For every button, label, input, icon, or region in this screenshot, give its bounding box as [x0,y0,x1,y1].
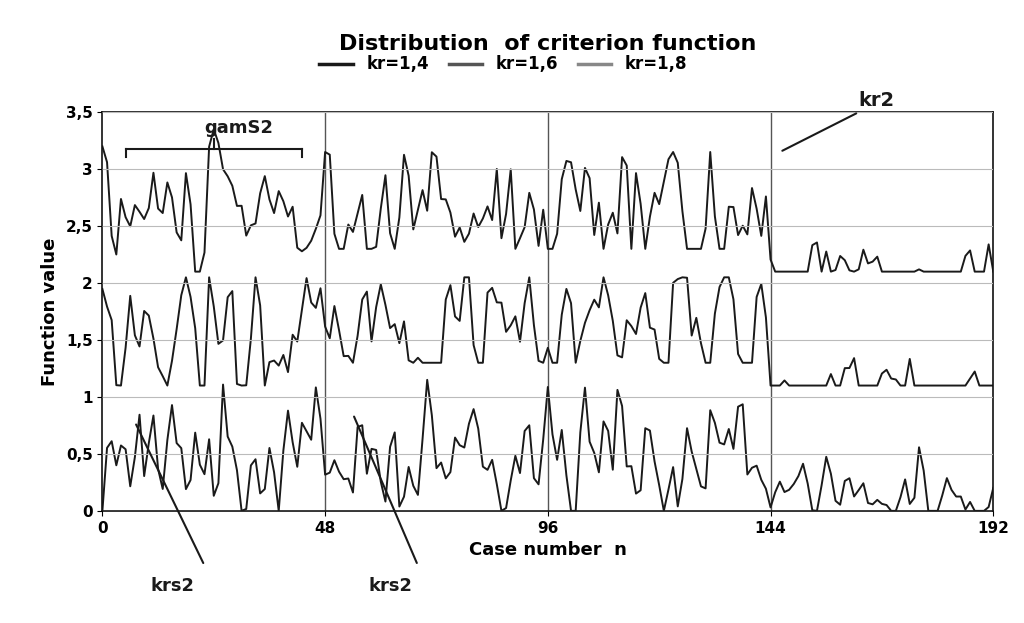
Legend: kr=1,4, kr=1,6, kr=1,8: kr=1,4, kr=1,6, kr=1,8 [312,49,694,80]
Title: Distribution  of criterion function: Distribution of criterion function [339,34,757,54]
X-axis label: Case number  n: Case number n [469,541,627,559]
Text: krs2: krs2 [150,577,194,595]
Text: gamS2: gamS2 [205,119,273,137]
Text: kr2: kr2 [859,91,895,110]
Text: krs2: krs2 [368,577,412,595]
Y-axis label: Function value: Function value [41,237,58,386]
